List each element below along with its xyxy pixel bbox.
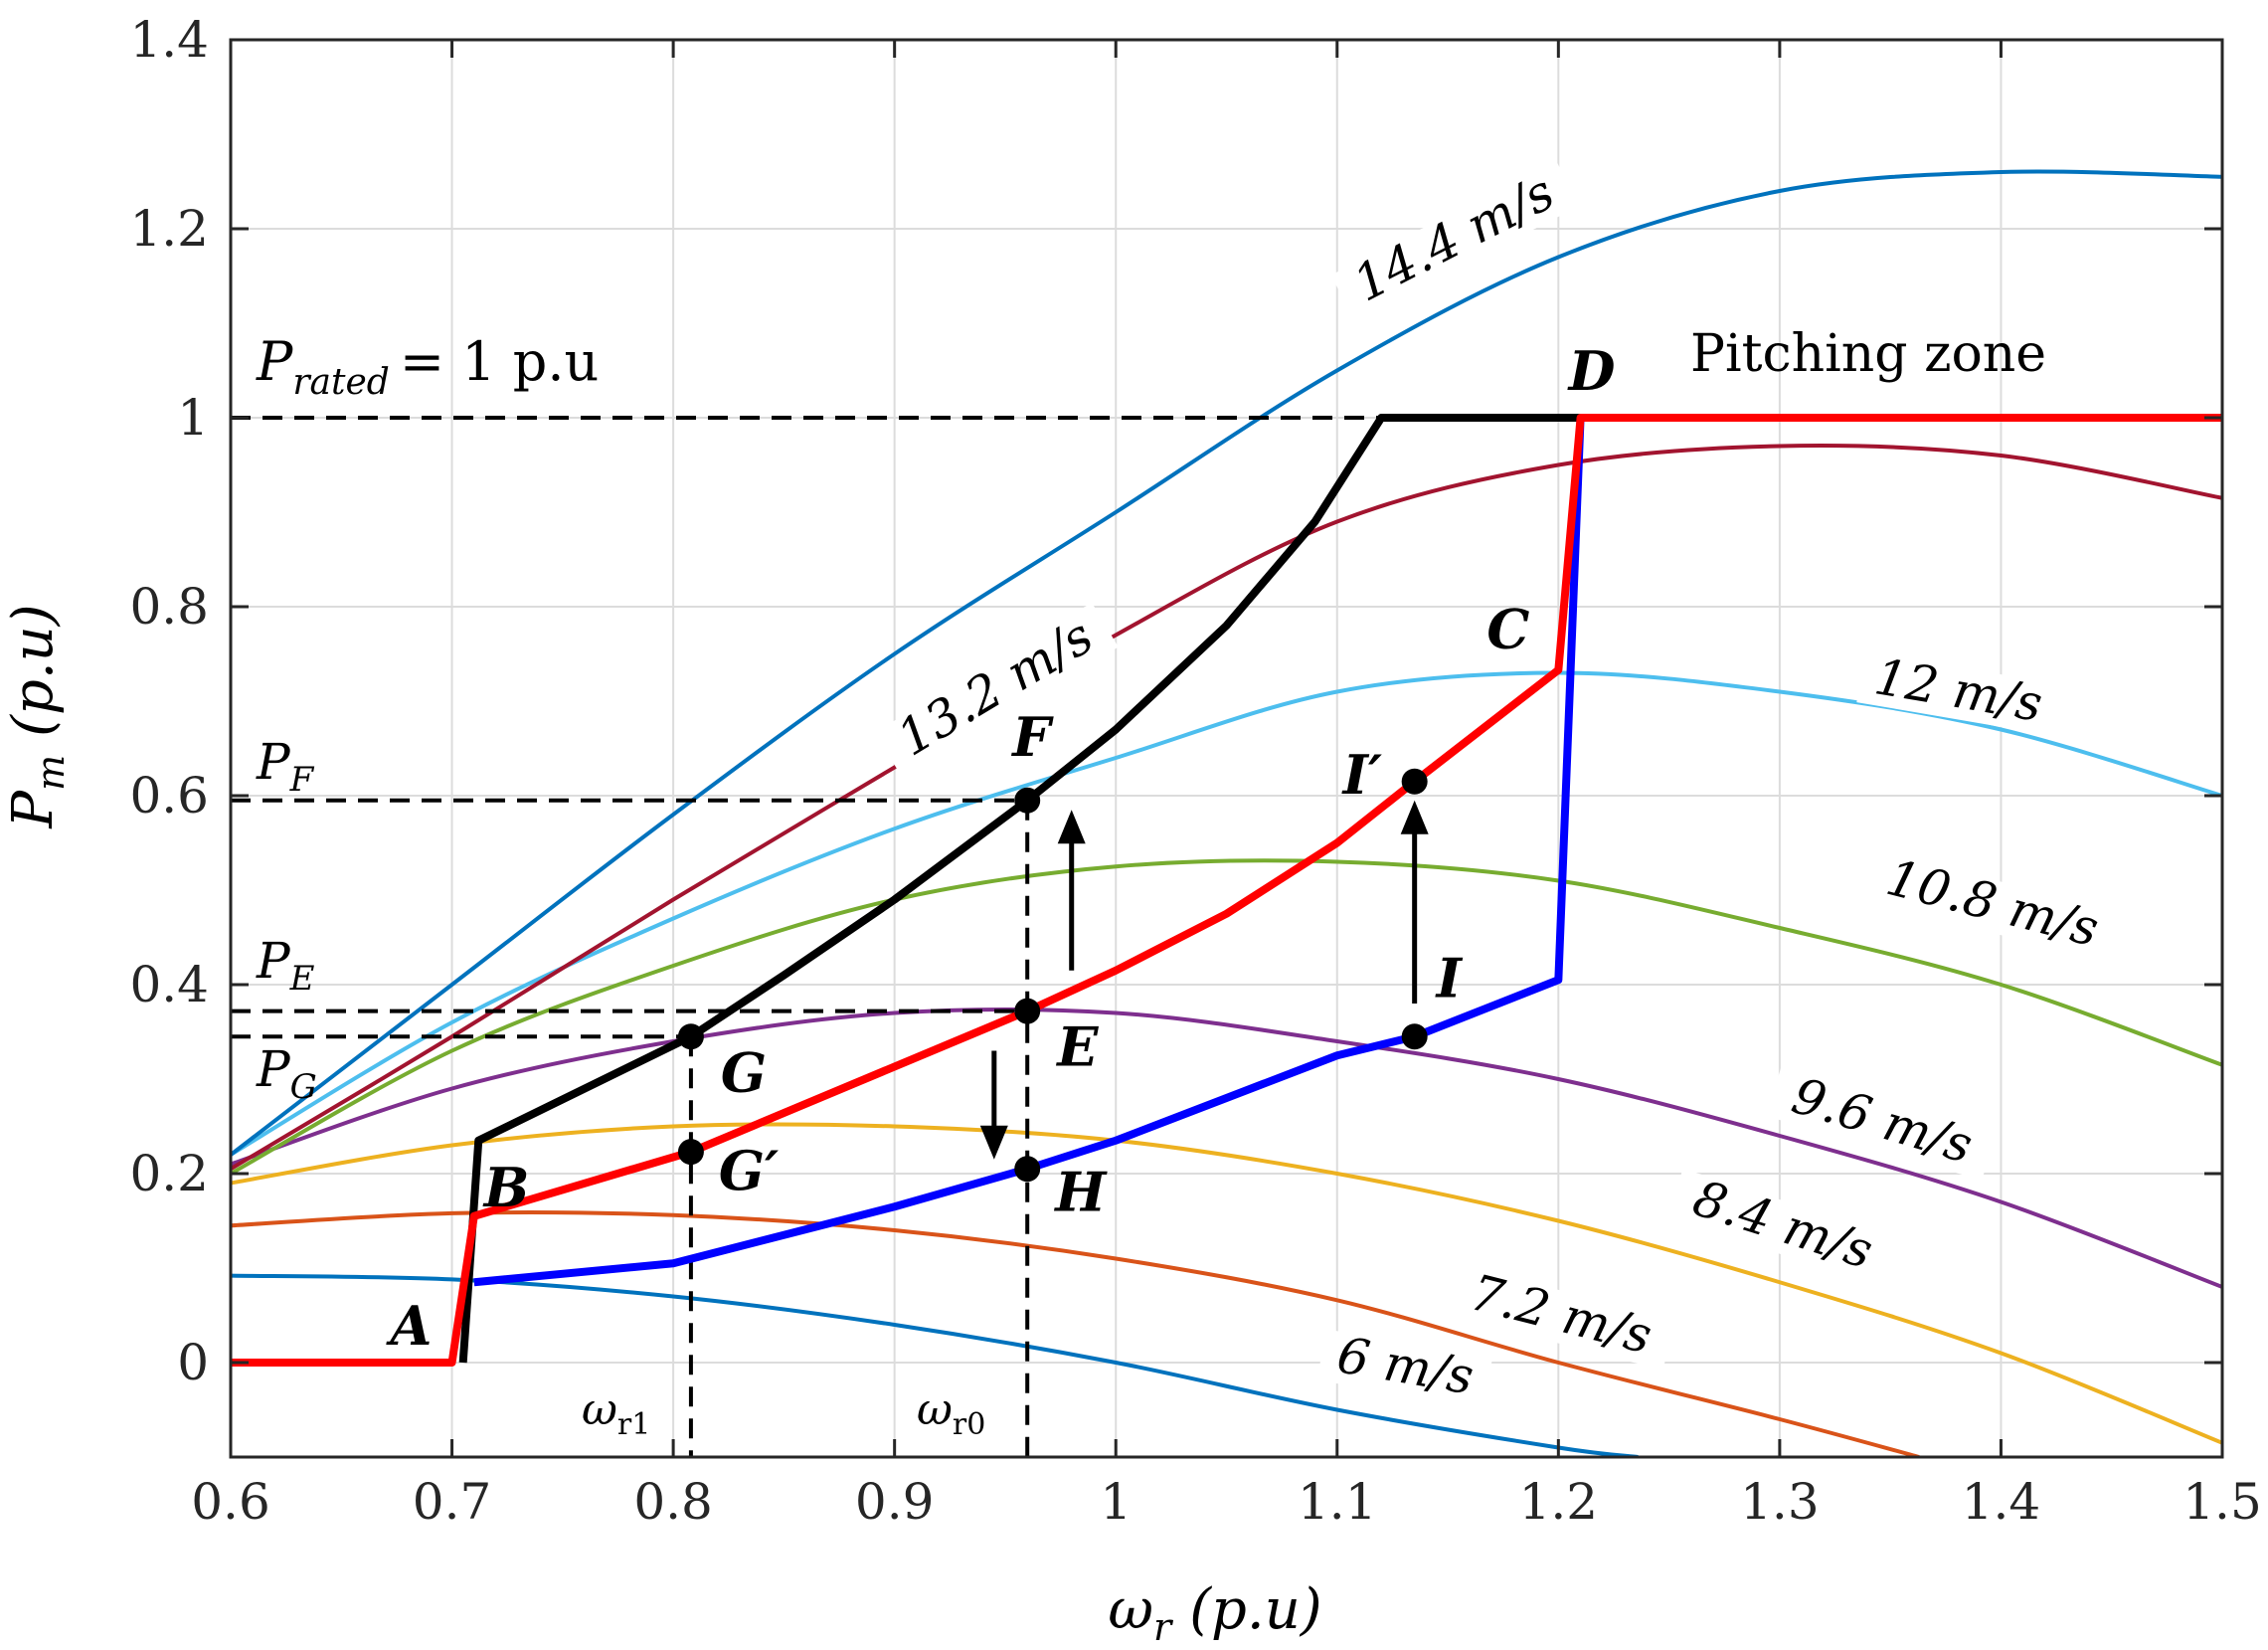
y-tick-label: 0 — [177, 1334, 209, 1391]
control-curve-blue — [473, 417, 1585, 1287]
point-label-g-prime: G′ — [719, 1139, 779, 1202]
point-labels: A B C D E F G G′ H I I′ — [386, 339, 1616, 1358]
wind-speed-curves — [231, 169, 2222, 1457]
y-tick-label: 0.4 — [129, 956, 209, 1013]
pf-label: PF — [256, 733, 315, 800]
point-label-i-prime: I′ — [1341, 743, 1383, 807]
wind-curve-14-4-m-s — [231, 169, 2222, 1157]
y-tick-label: 1.4 — [129, 11, 209, 69]
arrow-head-1 — [1057, 810, 1086, 844]
x-tick-label: 0.6 — [191, 1473, 270, 1531]
x-tick-label: 1.4 — [1962, 1473, 2041, 1531]
point-label-a: A — [386, 1294, 433, 1358]
arrows — [979, 800, 1429, 1160]
point-marker-h — [1014, 1156, 1041, 1183]
control-curve-red — [231, 414, 2222, 1367]
point-marker-e — [1014, 998, 1041, 1024]
axes-box — [229, 38, 2224, 1459]
y-tick-label: 1.2 — [129, 200, 209, 258]
y-tick-label: 0.2 — [129, 1145, 209, 1202]
x-tick-label: 1.1 — [1298, 1473, 1377, 1531]
point-markers — [677, 768, 1428, 1183]
wind-curve-7-2-m-s — [231, 1209, 1920, 1457]
arrow-head-3 — [979, 1125, 1008, 1160]
curve-label-bg — [1330, 159, 1580, 321]
point-label-b: B — [482, 1156, 530, 1219]
curve-label-bg — [1316, 1329, 1493, 1409]
point-label-c: C — [1486, 598, 1529, 661]
pg-label: PG — [256, 1040, 317, 1107]
y-tick-label: 1 — [177, 389, 209, 447]
x-tick-label: 1.5 — [2182, 1473, 2262, 1531]
point-label-i: I — [1435, 946, 1464, 1009]
curve-label-bg — [875, 602, 1119, 777]
reference-lines — [231, 416, 1382, 1457]
wr1-label: ωr1 — [582, 1384, 650, 1442]
y-axis-label: Pm(p.u) — [1, 604, 73, 828]
point-label-f: F — [1010, 705, 1054, 769]
arrow-head-2 — [1400, 800, 1429, 834]
wind-curve-9-6-m-s — [231, 1007, 2222, 1289]
curve-label-bg — [1445, 1264, 1676, 1371]
point-label-h: H — [1053, 1160, 1108, 1223]
point-marker-i — [1401, 1023, 1428, 1050]
y-tick-label: 0.8 — [129, 578, 209, 636]
x-tick-label: 1.2 — [1519, 1473, 1599, 1531]
curve-label-bg — [1766, 1066, 1998, 1181]
wind-curve-8-4-m-s — [231, 1122, 2222, 1445]
p-rated-label: Prated = 1 p.u — [256, 330, 599, 403]
point-marker-i-prime — [1401, 768, 1428, 795]
wr0-label: ωr0 — [917, 1384, 985, 1442]
point-label-g: G — [721, 1040, 767, 1104]
x-tick-label: 0.7 — [413, 1473, 492, 1531]
pitching-zone-label: Pitching zone — [1690, 324, 2046, 384]
wind-curve-10-8-m-s — [231, 858, 2222, 1176]
curve-label-bg — [1856, 650, 2060, 736]
x-axis-label: ωr (p.u) — [1108, 1577, 1321, 1649]
x-tick-label: 0.9 — [855, 1473, 935, 1531]
pe-label: PE — [256, 932, 315, 999]
curve-label-bg — [1666, 1168, 1897, 1287]
point-label-d: D — [1567, 339, 1616, 403]
point-marker-g-prime — [677, 1139, 704, 1166]
wind-curve-13-2-m-s — [231, 444, 2222, 1171]
x-tick-label: 1.3 — [1740, 1473, 1820, 1531]
y-tick-label: 0.6 — [129, 767, 209, 825]
x-tick-label: 0.8 — [633, 1473, 713, 1531]
point-label-e: E — [1055, 1015, 1099, 1079]
point-marker-f — [1014, 787, 1041, 814]
x-tick-label: 1 — [1100, 1473, 1132, 1531]
axes: 0.6 0.7 0.8 0.9 1 1.1 1.2 1.3 1.4 1.5 0 0.2 0.4 0.6 0.… — [129, 11, 2261, 1531]
point-marker-g — [677, 1023, 704, 1050]
curve-label-bg — [1862, 849, 2121, 963]
